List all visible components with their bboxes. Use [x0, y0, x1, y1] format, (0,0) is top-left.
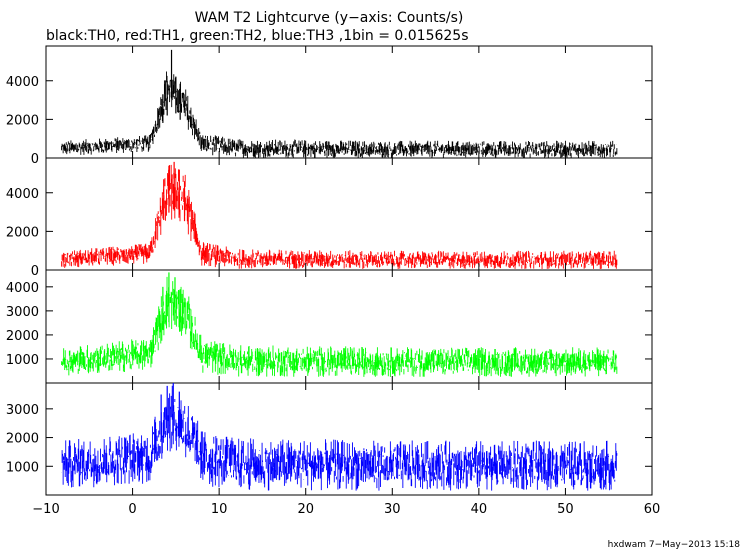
panel-frame — [45, 382, 653, 496]
y-tick-label: 0 — [31, 152, 39, 167]
x-tick-label: 0 — [128, 502, 136, 517]
y-tick-label: 4000 — [6, 75, 39, 90]
y-tick-label: 2000 — [6, 432, 39, 447]
series-th3 — [61, 385, 618, 491]
y-tick-label: 0 — [31, 264, 39, 279]
x-tick-label: 30 — [384, 502, 401, 517]
y-tick-label: 2000 — [6, 113, 39, 128]
y-tick-label: 1000 — [6, 353, 39, 368]
y-tick-label: 1000 — [6, 460, 39, 475]
x-tick-label: 20 — [297, 502, 314, 517]
x-tick-label: 60 — [644, 502, 661, 517]
y-tick-label: 2000 — [6, 329, 39, 344]
y-tick-label: 3000 — [6, 305, 39, 320]
x-axis: −10 0 10 20 30 40 50 60 — [32, 502, 660, 517]
panel-th3: 1000 2000 3000 — [6, 382, 653, 496]
chart-title: WAM T2 Lightcurve (y−axis: Counts/s) — [195, 10, 464, 26]
y-tick-label: 4000 — [6, 281, 39, 296]
x-tick-label: 10 — [211, 502, 228, 517]
panel-th1: 0 2000 4000 — [6, 157, 653, 279]
y-tick-label: 2000 — [6, 225, 39, 240]
x-tick-label: 50 — [557, 502, 574, 517]
y-tick-label: 4000 — [6, 187, 39, 202]
panel-th0: 0 2000 4000 — [6, 45, 653, 167]
panel-th2: 1000 2000 3000 4000 — [6, 269, 653, 384]
series-th1 — [61, 164, 618, 269]
x-tick-label: 40 — [471, 502, 488, 517]
x-tick-label: −10 — [32, 502, 59, 517]
series-th0 — [61, 71, 618, 158]
chart-subtitle: black:TH0, red:TH1, green:TH2, blue:TH3 … — [46, 28, 469, 44]
series-th2 — [61, 276, 618, 377]
footer-stamp: hxdwam 7−May−2013 15:18 — [608, 540, 741, 550]
y-tick-label: 3000 — [6, 403, 39, 418]
panels-group: 0 2000 4000 0 2000 4000 1000 2000 3000 4000 1000 20… — [6, 45, 653, 496]
